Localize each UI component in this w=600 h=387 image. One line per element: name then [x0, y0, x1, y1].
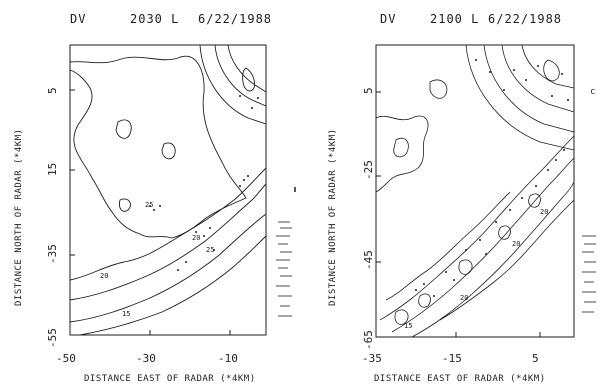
right-xtick-2: -15 [442, 352, 462, 365]
left-xtick-1: -50 [56, 352, 76, 365]
right-xtick-3: 5 [532, 352, 539, 365]
right-ring-5 [543, 59, 560, 82]
left-contour-label-5: 25 [206, 246, 214, 254]
right-contour-left-2 [393, 137, 409, 158]
right-band-4 [385, 191, 511, 301]
left-tick-marks [69, 89, 231, 336]
left-legend [276, 221, 292, 317]
right-blob-3 [498, 225, 511, 240]
right-contour-label-3: 20 [512, 240, 520, 248]
right-header-time: 2100 L [430, 12, 480, 26]
right-ring-4 [521, 44, 575, 89]
right-contour-left-3 [429, 79, 448, 99]
right-plot-frame [375, 44, 575, 338]
left-contour-inner-1 [115, 119, 132, 139]
right-ring-1 [501, 44, 575, 113]
left-xtick-2: -30 [136, 352, 156, 365]
right-xtick-1: -35 [362, 352, 382, 365]
left-ring-4 [242, 67, 255, 92]
left-contour-label-3: 20 [192, 234, 200, 242]
left-xtick-3: -10 [218, 352, 238, 365]
right-header-variable: DV [380, 12, 397, 26]
left-speckles [149, 95, 259, 271]
left-band-3 [69, 213, 267, 323]
right-contour-label-2: 15 [404, 322, 412, 330]
left-contour-inner-3 [119, 198, 131, 212]
right-xlabel: DISTANCE EAST OF RADAR (*4KM) [374, 374, 546, 384]
left-band-2 [69, 183, 267, 301]
left-ring-2 [214, 44, 267, 107]
left-contour-label-4: 15 [122, 310, 130, 318]
right-blob-5 [418, 293, 431, 308]
right-contour-label-1: 20 [460, 294, 468, 302]
right-blob-4 [528, 193, 541, 208]
right-ring-2 [483, 44, 575, 133]
right-band-3 [411, 181, 575, 338]
right-ring-3 [465, 44, 575, 151]
left-contour-inner-2 [161, 142, 176, 160]
left-band-1 [69, 167, 267, 281]
left-header-time: 2030 L [130, 12, 180, 26]
right-contour-label-4: 20 [540, 208, 548, 216]
right-blob-1 [394, 309, 409, 325]
left-header-date: 6/22/1988 [198, 12, 273, 26]
left-contour-label-1: 25 [145, 201, 153, 209]
right-speckles [415, 59, 569, 297]
left-plot-frame [69, 44, 267, 336]
left-ring-3 [199, 44, 267, 125]
right-contour-plot: 20 15 20 20 c [375, 44, 596, 338]
right-band-1 [379, 135, 575, 321]
right-band-5 [439, 199, 575, 321]
left-panel: DV 2030 L 6/22/1988 DISTANCE NORTH OF RA… [14, 12, 296, 384]
right-blob-2 [458, 259, 473, 275]
left-contour-plot: 25 20 20 15 25 [69, 44, 296, 336]
right-contour-left-1 [375, 115, 429, 193]
right-legend [582, 235, 596, 313]
right-panel: DV 2100 L 6/22/1988 DISTANCE NORTH OF RA… [300, 0, 600, 387]
left-contour-main [69, 55, 247, 239]
right-header-date: 6/22/1988 [488, 12, 563, 26]
right-band-2 [391, 157, 575, 333]
left-ring-1 [227, 44, 267, 93]
left-contour-label-2: 20 [100, 272, 108, 280]
left-header-variable: DV [70, 12, 87, 26]
left-band-4 [79, 235, 267, 336]
right-edge-mark: c [590, 87, 595, 97]
right-tick-marks [375, 91, 541, 338]
left-xlabel: DISTANCE EAST OF RADAR (*4KM) [84, 374, 256, 384]
